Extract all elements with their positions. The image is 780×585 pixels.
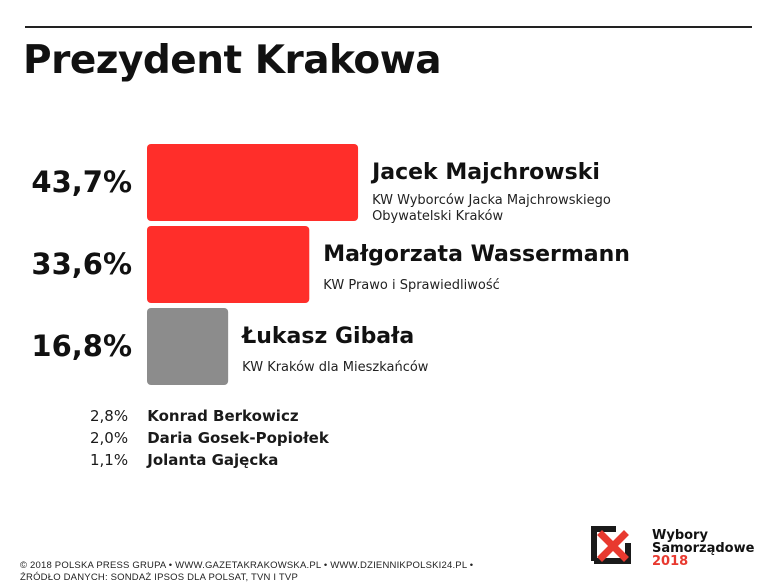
candidate-party: KW Wyborców Jacka Majchrowskiego xyxy=(372,193,611,208)
minor-candidate-row: 2,8% Konrad Berkowicz xyxy=(90,405,329,427)
minor-candidate-name: Jolanta Gajęcka xyxy=(147,451,279,469)
candidate-party: KW Kraków dla Mieszkańców xyxy=(242,360,429,375)
bar-3 xyxy=(147,308,229,385)
candidate-party: KW Prawo i Sprawiedliwość xyxy=(323,278,499,293)
bar-percent-label: 33,6% xyxy=(31,247,132,281)
minor-candidate-row: 2,0% Daria Gosek-Popiołek xyxy=(90,427,329,449)
footer-source: ŹRÓDŁO DANYCH: SONDAŻ IPSOS DLA POLSAT, … xyxy=(20,572,298,583)
logo-line-2: Samorządowe xyxy=(652,541,755,556)
ballot-box-x-icon xyxy=(591,526,631,564)
minor-candidate-row: 1,1% Jolanta Gajęcka xyxy=(90,449,329,471)
bar-percent-label: 16,8% xyxy=(31,329,132,363)
bar-1 xyxy=(147,144,359,221)
bar-percent-label: 43,7% xyxy=(31,165,132,199)
logo-line-1: Wybory xyxy=(652,528,708,543)
footer-copyright: © 2018 POLSKA PRESS GRUPA • WWW.GAZETAKR… xyxy=(20,560,474,571)
minor-candidates-list: 2,8% Konrad Berkowicz 2,0% Daria Gosek-P… xyxy=(90,405,329,471)
results-bar-chart: 43,7% Jacek Majchrowski KW Wyborców Jacka … xyxy=(31,144,630,385)
candidate-name: Jacek Majchrowski xyxy=(370,160,600,185)
page-title: Prezydent Krakowa xyxy=(23,38,442,83)
logo-year: 2018 xyxy=(652,554,689,569)
minor-candidate-name: Konrad Berkowicz xyxy=(147,407,299,425)
minor-candidate-percent: 2,0% xyxy=(90,429,129,447)
bar-2 xyxy=(147,226,310,303)
minor-candidate-percent: 2,8% xyxy=(90,407,129,425)
candidate-name: Małgorzata Wassermann xyxy=(323,242,630,267)
minor-candidate-percent: 1,1% xyxy=(90,451,129,469)
logo-text: Wybory Samorządowe 2018 xyxy=(652,529,754,568)
candidate-name: Łukasz Gibała xyxy=(241,324,414,349)
footer-credits: © 2018 POLSKA PRESS GRUPA • WWW.GAZETAKR… xyxy=(20,560,473,584)
candidate-party: Obywatelski Kraków xyxy=(372,209,503,224)
top-rule xyxy=(25,26,752,28)
minor-candidate-name: Daria Gosek-Popiołek xyxy=(147,429,329,447)
wybory-samorzadowe-logo: Wybory Samorządowe 2018 xyxy=(586,521,758,569)
